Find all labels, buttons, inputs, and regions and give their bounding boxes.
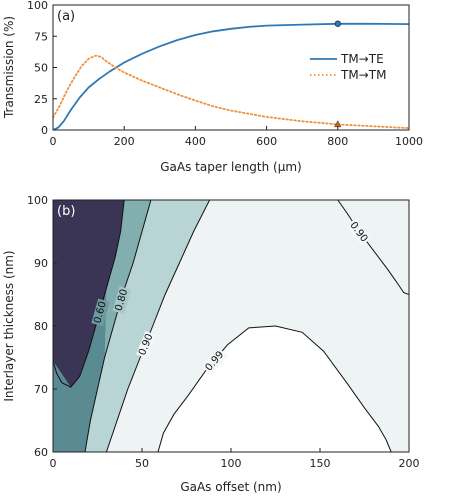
- panel-b-y-axis-label: Interlayer thickness (nm): [2, 250, 16, 401]
- panel-b-x-axis-label: GaAs offset (nm): [180, 480, 281, 494]
- y-tick-label: 25: [34, 93, 48, 106]
- contour-line-0.60: [53, 200, 125, 388]
- y-tick-label: 100: [27, 194, 48, 207]
- y-tick-label: 0: [41, 124, 48, 137]
- y-tick-label: 60: [34, 446, 48, 459]
- y-tick-label: 80: [34, 320, 48, 333]
- series-line-tm-te: [53, 22, 409, 130]
- legend-label-tm-tm: TM→TM: [340, 68, 386, 82]
- contour-line-0.80: [84, 200, 152, 452]
- x-tick-label: 800: [327, 135, 348, 148]
- panel-b-contour-map: 0.600.800.900.990.90 0 50 100 150 2006070809…: [2, 194, 420, 494]
- y-tick-label: 100: [27, 0, 48, 12]
- x-tick-label: 100: [221, 457, 242, 470]
- y-tick-label: 50: [34, 62, 48, 75]
- x-tick-label: 0: [50, 135, 57, 148]
- heatmap-region-near-0.60: [53, 288, 107, 452]
- panel-a-line-chart: 0 200 400 600 800 1000 0 25 50 75 100 (a) TM→TE TM…: [2, 0, 423, 174]
- series-line-tm-tm: [53, 54, 409, 129]
- panel-a-y-axis-label: Transmission (%): [2, 16, 16, 119]
- legend-label-tm-te: TM→TE: [340, 52, 384, 66]
- x-tick-label: 400: [185, 135, 206, 148]
- x-tick-label: 1000: [395, 135, 423, 148]
- x-tick-label: 0: [50, 457, 57, 470]
- x-tick-label: 150: [310, 457, 331, 470]
- y-tick-label: 75: [34, 30, 48, 43]
- contour-line-0.90: [337, 200, 409, 295]
- x-tick-label: 600: [256, 135, 277, 148]
- panel-a-x-axis-label: GaAs taper length (µm): [160, 160, 302, 174]
- x-tick-label: 200: [114, 135, 135, 148]
- panel-a-label: (a): [57, 9, 75, 24]
- heatmap-region-above-0.99: [158, 326, 392, 452]
- heatmap-band-0.80-0.90: [85, 200, 210, 452]
- legend: TM→TE TM→TM: [310, 52, 386, 82]
- marker-tm-te: [334, 20, 341, 27]
- contour-line-0.90: [105, 200, 211, 452]
- panel-b-label: (b): [57, 204, 75, 219]
- x-tick-label: 200: [399, 457, 420, 470]
- y-tick-label: 70: [34, 383, 48, 396]
- y-tick-label: 90: [34, 257, 48, 270]
- heatmap-region-below-0.60: [53, 200, 125, 388]
- x-tick-label: 50: [135, 457, 149, 470]
- contour-line-0.99: [157, 325, 392, 452]
